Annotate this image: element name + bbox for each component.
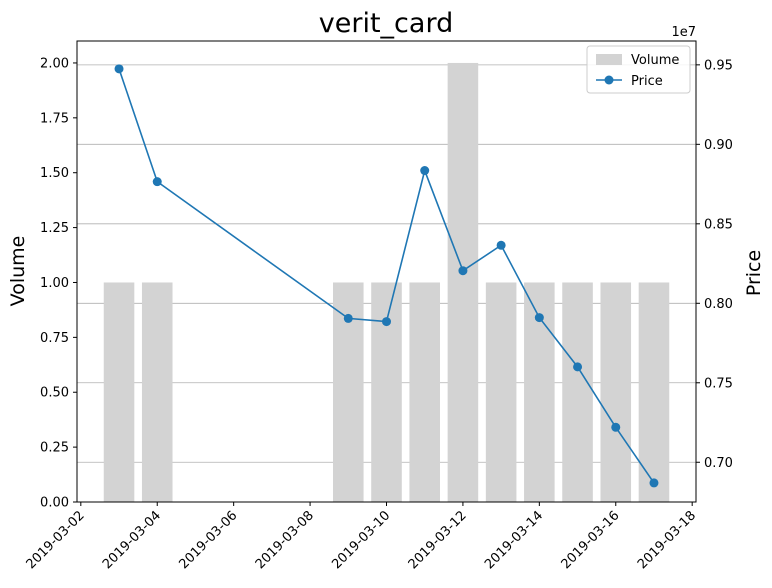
price-point: [114, 64, 124, 74]
y-left-tick-label: 1.25: [40, 221, 69, 236]
x-tick-label: 2019-03-18: [635, 508, 699, 572]
volume-bar: [600, 282, 632, 502]
y-right-offset-label: 1e7: [671, 25, 696, 40]
volume-bar: [409, 282, 440, 502]
y-right-tick-label: 0.80: [704, 297, 733, 312]
price-point: [534, 313, 544, 323]
price-point: [382, 317, 391, 327]
chart-title: verit_card: [319, 8, 453, 39]
volume-bar: [103, 282, 135, 502]
y-right-tick-label: 0.95: [704, 58, 733, 73]
price-point: [343, 313, 353, 323]
y-left-tick-label: 2.00: [40, 56, 69, 71]
price-point: [649, 478, 659, 488]
price-point: [420, 166, 430, 176]
x-tick-label: 2019-03-10: [329, 508, 393, 572]
y-right-tick-label: 0.75: [704, 376, 733, 391]
x-tick-label: 2019-03-06: [176, 508, 240, 572]
x-tick-label: 2019-03-08: [253, 508, 317, 572]
y-left-tick-label: 1.00: [40, 276, 69, 291]
price-point: [496, 240, 506, 250]
y-left-axis-title: Volume: [7, 236, 29, 307]
x-tick-label: 2019-03-12: [406, 508, 470, 572]
y-right-tick-label: 0.90: [704, 138, 733, 153]
y-left-tick-label: 1.75: [40, 111, 69, 126]
legend-swatch-volume: [596, 54, 622, 65]
legend-label-volume: Volume: [631, 53, 679, 68]
volume-bar: [485, 282, 517, 502]
price-point: [573, 362, 583, 372]
y-left-tick-label: 0.50: [40, 386, 69, 401]
volume-bar: [371, 282, 402, 502]
x-tick-label: 2019-03-02: [24, 508, 88, 572]
price-point: [611, 422, 621, 432]
volume-bar: [447, 62, 479, 502]
y-right-tick-label: 0.85: [704, 217, 733, 232]
volume-bar: [562, 282, 593, 502]
volume-bar: [141, 282, 173, 502]
y-left-tick-label: 1.50: [40, 166, 69, 181]
x-tick-label: 2019-03-16: [559, 508, 623, 572]
y-left-tick-label: 0.25: [40, 441, 69, 456]
legend-label-price: Price: [631, 74, 663, 89]
y-right-tick-label: 0.70: [704, 456, 733, 471]
price-point: [152, 177, 162, 187]
y-left-tick-label: 0.00: [40, 496, 69, 511]
y-left-tick-label: 0.75: [40, 331, 69, 346]
y-right-axis-title: Price: [743, 250, 765, 296]
x-tick-label: 2019-03-04: [100, 508, 164, 572]
legend-marker-price: [604, 75, 614, 85]
x-tick-label: 2019-03-14: [482, 508, 546, 572]
volume-bar: [638, 282, 670, 502]
legend: Volume Price: [586, 45, 691, 94]
price-point: [458, 266, 468, 276]
